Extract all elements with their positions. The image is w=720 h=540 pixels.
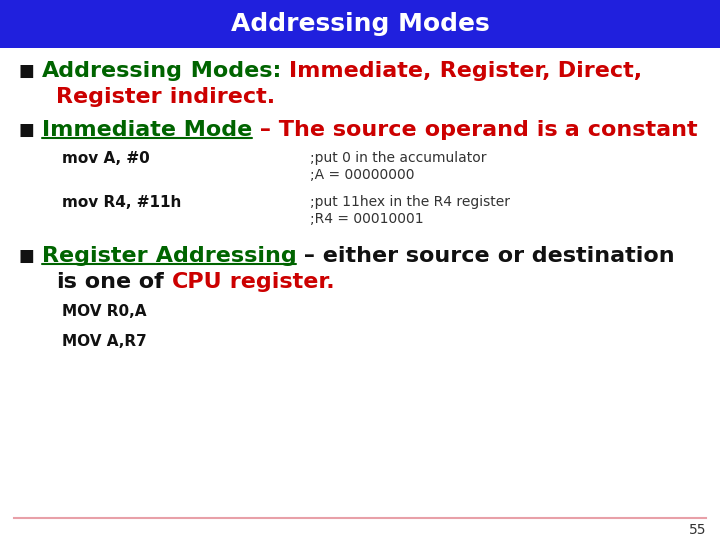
Text: destination: destination xyxy=(524,246,675,266)
Text: constant: constant xyxy=(580,120,698,140)
Text: CPU: CPU xyxy=(171,272,222,292)
Text: is: is xyxy=(528,120,557,140)
Text: Register: Register xyxy=(42,246,148,266)
Text: Register: Register xyxy=(56,87,161,107)
Text: Mode: Mode xyxy=(176,120,252,140)
Text: source: source xyxy=(398,246,490,266)
Text: Direct,: Direct, xyxy=(550,60,642,80)
Text: Addressing Modes: Addressing Modes xyxy=(230,12,490,36)
Text: ■: ■ xyxy=(18,247,34,265)
Text: ;put 0 in the accumulator: ;put 0 in the accumulator xyxy=(310,151,487,165)
Text: mov R4, #11h: mov R4, #11h xyxy=(62,195,181,211)
Text: MOV A,R7: MOV A,R7 xyxy=(62,334,147,349)
Text: mov A, #0: mov A, #0 xyxy=(62,151,150,166)
Text: ;R4 = 00010001: ;R4 = 00010001 xyxy=(310,212,423,226)
Text: ;A = 00000000: ;A = 00000000 xyxy=(310,168,415,183)
Text: Modes:: Modes: xyxy=(183,60,282,80)
Text: operand: operand xyxy=(417,120,528,140)
Bar xyxy=(0,0,720,48)
Text: Immediate: Immediate xyxy=(42,120,176,140)
Text: either: either xyxy=(315,246,398,266)
Text: or: or xyxy=(490,246,524,266)
Text: of: of xyxy=(131,272,163,292)
Text: source: source xyxy=(325,120,417,140)
Text: Addressing: Addressing xyxy=(42,60,183,80)
Text: The: The xyxy=(271,120,325,140)
Text: ■: ■ xyxy=(18,62,34,80)
Text: ■: ■ xyxy=(18,121,34,139)
Text: indirect.: indirect. xyxy=(161,87,275,107)
Text: –: – xyxy=(297,246,315,266)
Text: Immediate,: Immediate, xyxy=(289,60,431,80)
Text: 55: 55 xyxy=(688,523,706,537)
Text: Addressing: Addressing xyxy=(148,246,297,266)
Text: a: a xyxy=(557,120,580,140)
Text: Register,: Register, xyxy=(431,60,550,80)
Text: MOV R0,A: MOV R0,A xyxy=(62,303,146,319)
Text: register.: register. xyxy=(222,272,335,292)
Text: –: – xyxy=(252,120,271,140)
Text: one: one xyxy=(77,272,131,292)
Text: is: is xyxy=(56,272,77,292)
Text: ;put 11hex in the R4 register: ;put 11hex in the R4 register xyxy=(310,195,510,210)
